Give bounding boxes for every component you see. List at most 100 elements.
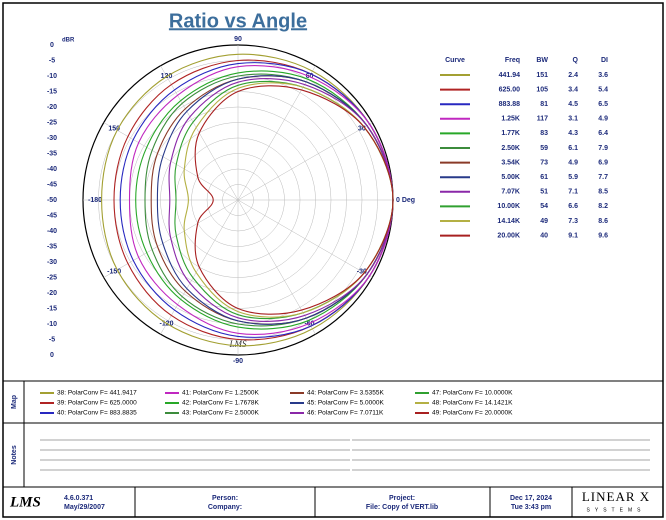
r-tick-label: -30 bbox=[47, 259, 57, 266]
table-cell: 81 bbox=[540, 101, 548, 108]
table-cell: 83 bbox=[540, 130, 548, 137]
table-cell: 6.9 bbox=[598, 159, 608, 166]
brand: LINEAR X bbox=[582, 489, 650, 504]
r-tick-label: -5 bbox=[49, 336, 55, 343]
table-cell: 61 bbox=[540, 174, 548, 181]
legend-label: 41: PolarConv F= 1.2500K bbox=[182, 390, 259, 397]
r-tick-label: -45 bbox=[47, 212, 57, 219]
table-cell: 5.9 bbox=[568, 174, 578, 181]
angle-tick-label: -120 bbox=[159, 321, 173, 328]
angle-tick-label: -60 bbox=[304, 321, 314, 328]
table-cell: 6.4 bbox=[598, 130, 608, 137]
table-cell: 3.1 bbox=[568, 116, 578, 123]
table-cell: 8.2 bbox=[598, 203, 608, 210]
table-cell: 8.5 bbox=[598, 189, 608, 196]
angle-tick-label: 0 Deg bbox=[396, 197, 415, 204]
table-cell: 5.00K bbox=[501, 174, 520, 181]
legend-label: 42: PolarConv F= 1.7678K bbox=[182, 400, 259, 407]
table-header: Curve bbox=[445, 57, 465, 64]
table-cell: 7.07K bbox=[501, 189, 520, 196]
angle-tick-label: 150 bbox=[108, 125, 120, 132]
angle-tick-label: -180 bbox=[88, 197, 102, 204]
polar-curve bbox=[135, 70, 394, 330]
r-tick-label: -45 bbox=[47, 181, 57, 188]
table-cell: 5.4 bbox=[598, 86, 608, 93]
notes-lines bbox=[40, 439, 650, 471]
table-cell: 4.9 bbox=[568, 159, 578, 166]
r-tick-label: -10 bbox=[47, 73, 57, 80]
r-tick-label: -30 bbox=[47, 135, 57, 142]
legend-label: 47: PolarConv F= 10.0000K bbox=[432, 390, 513, 397]
r-tick-label: -40 bbox=[47, 166, 57, 173]
legend-label: 43: PolarConv F= 2.5000K bbox=[182, 410, 259, 417]
r-tick-label: -35 bbox=[47, 150, 57, 157]
chart-title: Ratio vs Angle bbox=[169, 10, 307, 32]
watermark: LMS bbox=[228, 339, 247, 349]
polar-curve bbox=[183, 82, 394, 318]
polar-curve bbox=[128, 65, 394, 335]
table-cell: 117 bbox=[537, 116, 548, 123]
legend-label: 49: PolarConv F= 20.0000K bbox=[432, 410, 513, 417]
table-cell: 59 bbox=[540, 145, 548, 152]
time: Tue 3:43 pm bbox=[511, 504, 551, 511]
legend-label: 38: PolarConv F= 441.9417 bbox=[57, 390, 137, 397]
brand-sub: SYSTEMS bbox=[587, 507, 646, 513]
r-tick-label: -25 bbox=[47, 119, 57, 126]
polar-curve bbox=[168, 78, 394, 322]
r-tick-label: -15 bbox=[47, 305, 57, 312]
grid-spoke bbox=[237, 199, 316, 335]
file: File: Copy of VERT.lib bbox=[366, 504, 438, 511]
table-cell: 54 bbox=[540, 203, 548, 210]
angle-tick-label: 90 bbox=[234, 36, 242, 43]
grid-spoke bbox=[237, 122, 373, 201]
grid-spoke bbox=[237, 199, 373, 278]
polar-curve bbox=[156, 75, 394, 325]
table-cell: 2.50K bbox=[501, 145, 520, 152]
polar-curve bbox=[194, 85, 394, 315]
table-cell: 7.3 bbox=[568, 218, 578, 225]
table-cell: 3.54K bbox=[501, 159, 520, 166]
r-tick-label: -40 bbox=[47, 228, 57, 235]
r-tick-label: -10 bbox=[47, 321, 57, 328]
polar-curve bbox=[119, 62, 394, 338]
footer-cells bbox=[134, 487, 573, 517]
r-tick-label: -50 bbox=[47, 197, 57, 204]
table-cell: 20.00K bbox=[497, 232, 520, 239]
table-cell: 4.3 bbox=[568, 130, 578, 137]
table-cell: 441.94 bbox=[499, 72, 521, 79]
legend-label: 40: PolarConv F= 883.8835 bbox=[57, 410, 137, 417]
table-header: DI bbox=[601, 57, 608, 64]
angle-tick-label: -90 bbox=[233, 358, 243, 365]
table-cell: 14.14K bbox=[497, 218, 520, 225]
table-cell: 1.25K bbox=[501, 116, 520, 123]
r-tick-label: -20 bbox=[47, 104, 57, 111]
version: 4.6.0.371 bbox=[64, 495, 93, 502]
table-cell: 51 bbox=[540, 189, 548, 196]
table-cell: 10.00K bbox=[497, 203, 520, 210]
table-cell: 3.4 bbox=[568, 86, 578, 93]
table-cell: 1.77K bbox=[501, 130, 520, 137]
table-cell: 9.6 bbox=[598, 232, 608, 239]
company: Company: bbox=[208, 504, 242, 511]
table-cell: 4.9 bbox=[598, 116, 608, 123]
angle-tick-label: 30 bbox=[358, 125, 366, 132]
table-cell: 6.6 bbox=[568, 203, 578, 210]
table-header: Freq bbox=[505, 57, 520, 64]
table-cell: 7.1 bbox=[568, 189, 578, 196]
legend-label: 39: PolarConv F= 625.0000 bbox=[57, 400, 137, 407]
radial-label: dBR bbox=[62, 38, 75, 44]
legend-label: 44: PolarConv F= 3.5355K bbox=[307, 390, 384, 397]
polar-curve bbox=[101, 53, 394, 347]
angle-tick-label: -150 bbox=[107, 268, 121, 275]
table-cell: 49 bbox=[540, 218, 548, 225]
table-cell: 9.1 bbox=[568, 232, 578, 239]
grid-spoke bbox=[237, 65, 316, 201]
r-tick-label: -5 bbox=[49, 57, 55, 64]
table-cell: 7.7 bbox=[598, 174, 608, 181]
table-cell: 7.9 bbox=[598, 145, 608, 152]
date: Dec 17, 2024 bbox=[510, 495, 552, 502]
version-date: May/29/2007 bbox=[64, 504, 105, 511]
table-cell: 883.88 bbox=[499, 101, 521, 108]
table-cell: 2.4 bbox=[568, 72, 578, 79]
